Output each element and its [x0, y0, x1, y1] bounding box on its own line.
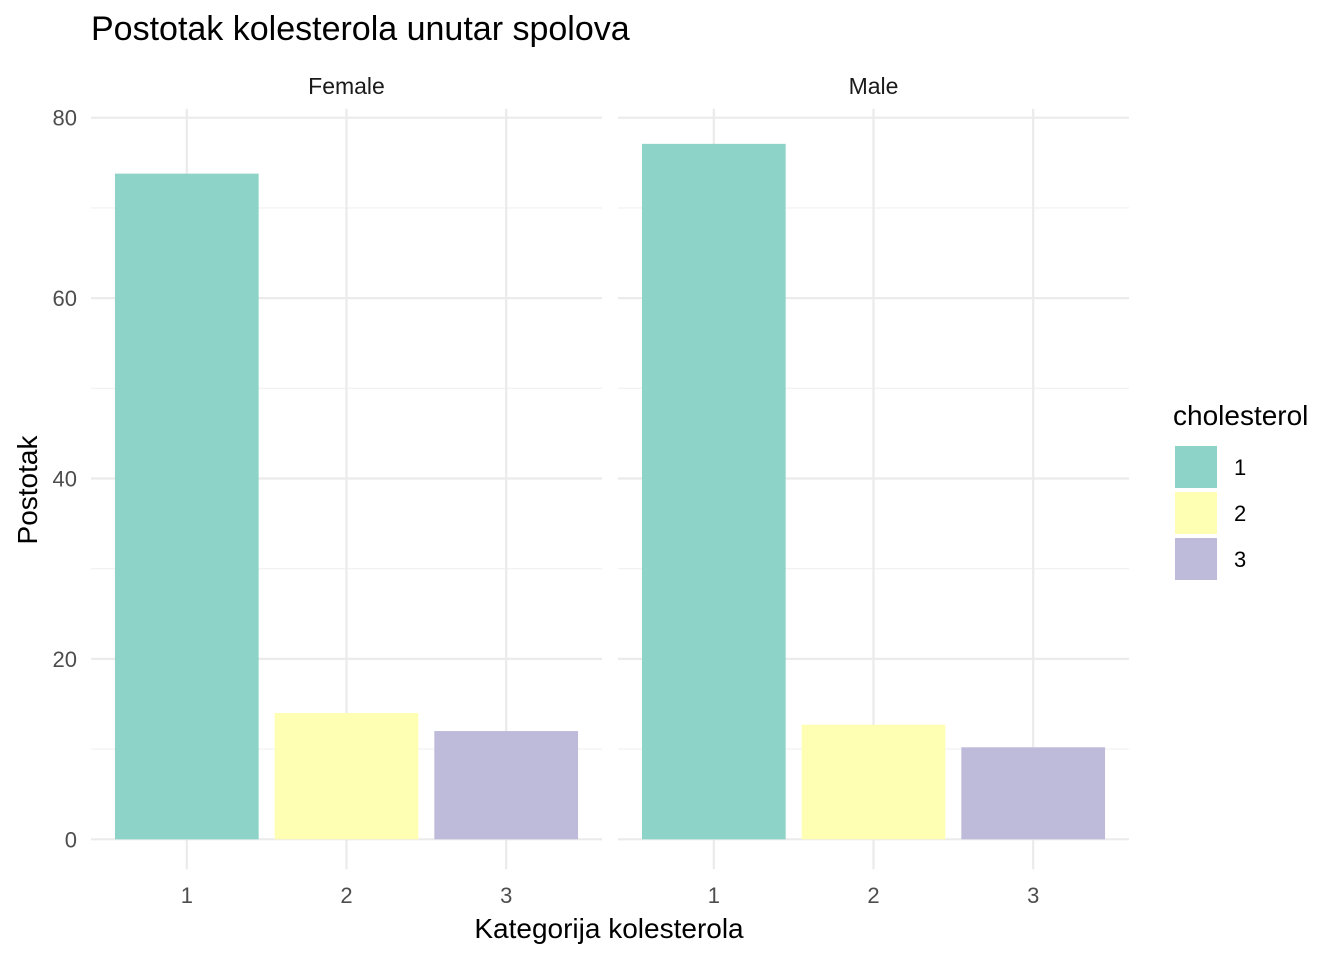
legend-label-3: 3 — [1234, 547, 1246, 572]
legend-label-1: 1 — [1234, 455, 1246, 480]
legend-swatch-1 — [1175, 446, 1217, 488]
facet-panels: Female 1 2 3 Male 1 2 3 — [91, 73, 1129, 908]
x-tick-label: 2 — [867, 883, 879, 908]
facet-label: Male — [849, 73, 899, 99]
legend-title: cholesterol — [1173, 400, 1308, 431]
bar-male-3 — [961, 747, 1106, 840]
facet-label: Female — [308, 73, 385, 99]
x-tick-label: 3 — [500, 883, 512, 908]
x-tick-label: 3 — [1027, 883, 1039, 908]
y-tick-label: 40 — [53, 467, 77, 492]
y-tick-label: 20 — [53, 647, 77, 672]
y-axis-title: Postotak — [12, 435, 43, 545]
legend-swatch-3 — [1175, 538, 1217, 580]
x-tick-label: 1 — [181, 883, 193, 908]
y-tick-label: 60 — [53, 286, 77, 311]
bar-female-1 — [114, 173, 259, 840]
y-axis: 0 20 40 60 80 — [53, 106, 77, 853]
x-axis-title: Kategorija kolesterola — [474, 913, 744, 944]
x-tick-label: 2 — [340, 883, 352, 908]
chart-title: Postotak kolesterola unutar spolova — [91, 10, 630, 48]
legend-swatch-2 — [1175, 492, 1217, 534]
facet-panel-female: Female 1 2 3 — [91, 73, 602, 908]
facet-panel-male: Male 1 2 3 — [618, 73, 1129, 908]
x-tick-label: 1 — [708, 883, 720, 908]
bar-female-3 — [434, 731, 579, 840]
y-tick-label: 0 — [65, 827, 77, 852]
bar-male-2 — [801, 724, 946, 840]
legend: cholesterol 1 2 3 — [1173, 400, 1308, 580]
y-tick-label: 80 — [53, 106, 77, 131]
bar-female-2 — [274, 713, 419, 840]
bar-male-1 — [641, 143, 786, 840]
legend-label-2: 2 — [1234, 501, 1246, 526]
